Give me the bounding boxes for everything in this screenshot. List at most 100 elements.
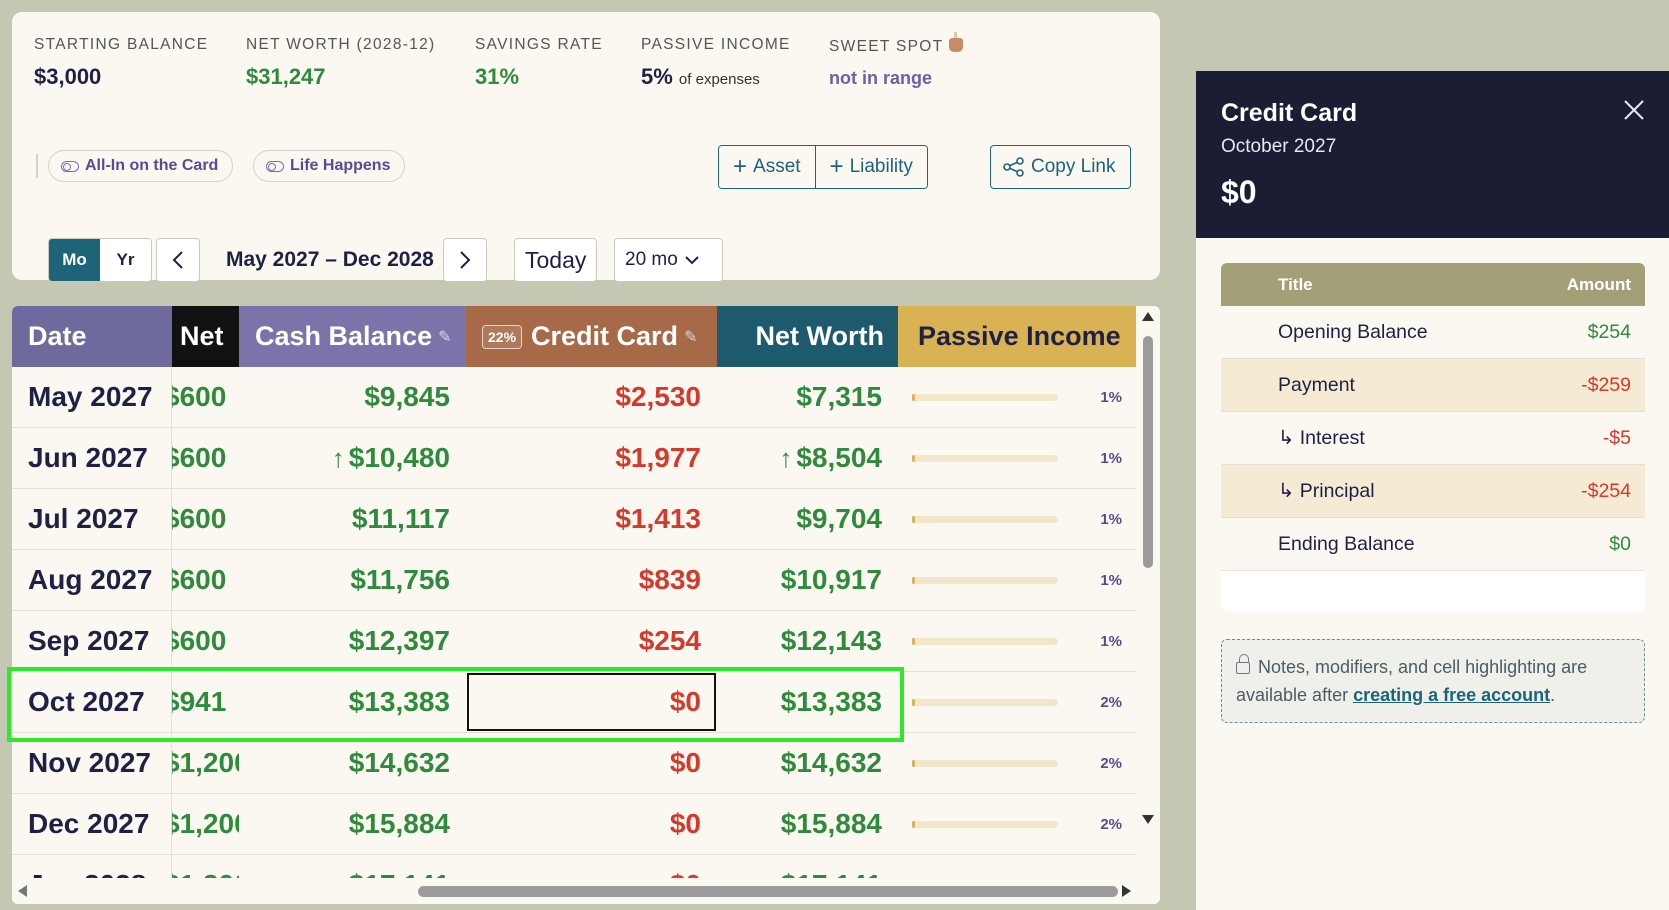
monthly-button[interactable]: Mo [49, 239, 100, 281]
table-row[interactable]: Jul 2027$600 $11,117 $1,413 $9,704 1% [12, 489, 1136, 550]
scroll-right-arrow-icon[interactable] [1122, 885, 1131, 897]
cell-cash-balance[interactable]: $9,845 [239, 367, 466, 427]
cell-net-worth[interactable]: $15,884 [717, 794, 898, 854]
cell-date[interactable]: Jul 2027 [12, 489, 172, 549]
cell-net-value: $600 [172, 625, 227, 656]
passive-income-pct: 2% [1100, 693, 1122, 711]
months-select[interactable]: 20 mo [614, 238, 723, 282]
cell-cash-balance[interactable]: $12,397 [239, 611, 466, 671]
cell-net-worth[interactable]: $13,383 [717, 672, 898, 732]
pencil-icon[interactable]: ✎ [438, 328, 452, 346]
scenario-toggle-all-in[interactable]: All-In on the Card [48, 150, 234, 182]
cell-net[interactable]: $600 [172, 550, 239, 610]
cell-date[interactable]: Dec 2027 [12, 794, 172, 854]
cell-passive-income[interactable]: 2% [898, 672, 1136, 732]
add-liability-button[interactable]: + Liability [814, 146, 927, 188]
breakdown-title: ↳ Principal [1278, 480, 1375, 502]
col-header-credit-card[interactable]: 22% Credit Card ✎ [466, 306, 717, 367]
col-header-date[interactable]: Date [12, 306, 172, 367]
cell-passive-income[interactable]: 1% [898, 550, 1136, 610]
toggle-icon [61, 160, 79, 172]
cell-passive-income[interactable]: 1% [898, 611, 1136, 671]
cell-credit-card[interactable]: $839 [638, 564, 701, 595]
cell-date[interactable]: Jun 2027 [12, 428, 172, 488]
col-header-amount: Amount [1566, 274, 1631, 294]
table-row[interactable]: Nov 2027$1,200 $14,632 $0 $14,632 2% [12, 733, 1136, 794]
col-header-net[interactable]: Net [172, 306, 239, 367]
cell-cash-balance[interactable]: $13,383 [239, 672, 466, 732]
add-asset-button[interactable]: + Asset [719, 146, 815, 188]
table-row[interactable]: Sep 2027$600 $12,397 $254 $12,143 1% [12, 611, 1136, 672]
stat-label: STARTING BALANCE [34, 36, 209, 53]
date-range-label: May 2027 – Dec 2028 [226, 248, 434, 271]
col-header-net-worth[interactable]: Net Worth [717, 306, 898, 367]
table-row[interactable]: Dec 2027$1,200 $15,884 $0 $15,884 2% [12, 794, 1136, 855]
cell-net-worth[interactable]: $10,917 [717, 550, 898, 610]
cell-net-worth[interactable]: $12,143 [717, 611, 898, 671]
cell-net-worth[interactable]: $14,632 [717, 733, 898, 793]
yearly-button[interactable]: Yr [100, 239, 151, 281]
cell-passive-income[interactable]: 2% [898, 733, 1136, 793]
cell-net-worth[interactable]: ↑ $8,504 [717, 428, 898, 488]
col-header-passive-income[interactable]: Passive Income [898, 306, 1136, 367]
today-button[interactable]: Today [514, 238, 598, 282]
pencil-icon[interactable]: ✎ [684, 328, 698, 346]
cell-cash-balance[interactable]: ↑ $10,480 [239, 428, 466, 488]
breakdown-title: Payment [1278, 373, 1355, 396]
cell-net[interactable]: $600 [172, 611, 239, 671]
cell-value: $11,756 [350, 564, 450, 595]
cell-passive-income[interactable]: 2% [898, 794, 1136, 854]
cell-cash-balance[interactable]: $14,632 [239, 733, 466, 793]
cell-net-value: $600 [172, 442, 227, 473]
cell-credit-card[interactable]: $0 [669, 808, 701, 839]
stat-starting-balance: STARTING BALANCE $3,000 [34, 36, 208, 90]
horizontal-scrollbar[interactable] [12, 878, 1136, 904]
previous-range-button[interactable] [156, 238, 200, 282]
cell-cash-balance[interactable]: $11,756 [239, 550, 466, 610]
cell-date[interactable]: Sep 2027 [12, 611, 172, 671]
create-account-link[interactable]: creating a free account [1353, 685, 1551, 705]
cell-credit-card[interactable]: $2,530 [615, 381, 701, 412]
cell-net[interactable]: $600 [172, 489, 239, 549]
cell-net-worth[interactable]: $9,704 [717, 489, 898, 549]
cell-date[interactable]: Oct 2027 [12, 672, 172, 732]
scrollbar-thumb[interactable] [1143, 336, 1153, 568]
cell-credit-card[interactable]: $0 [669, 747, 701, 778]
cell-credit-card[interactable]: $1,977 [615, 442, 701, 473]
cell-passive-income[interactable]: 1% [898, 367, 1136, 427]
table-row[interactable]: May 2027$600 $9,845 $2,530 $7,315 1% [12, 367, 1136, 428]
breakdown-title: Opening Balance [1278, 320, 1428, 343]
table-row[interactable]: Aug 2027$600 $11,756 $839 $10,917 1% [12, 550, 1136, 611]
table-row[interactable]: Oct 2027$941 $13,383 $0 $13,383 2% [12, 672, 1136, 733]
col-header-cash-balance[interactable]: Cash Balance ✎ [239, 306, 466, 367]
scroll-left-arrow-icon[interactable] [18, 885, 27, 897]
copy-link-button[interactable]: Copy Link [990, 145, 1131, 189]
scrollbar-thumb[interactable] [418, 886, 1118, 897]
scenario-toggle-life-happens[interactable]: Life Happens [253, 150, 406, 182]
next-range-button[interactable] [443, 238, 487, 282]
cell-date[interactable]: May 2027 [12, 367, 172, 427]
cell-net[interactable]: $941 [172, 672, 239, 732]
scroll-up-arrow-icon[interactable] [1142, 312, 1154, 321]
close-icon[interactable] [1621, 97, 1647, 123]
cell-net[interactable]: $600 [172, 428, 239, 488]
cell-net-worth[interactable]: $7,315 [717, 367, 898, 427]
cell-credit-card[interactable]: $0 [466, 672, 717, 732]
vertical-scrollbar[interactable] [1136, 306, 1160, 876]
cell-cash-balance[interactable]: $15,884 [239, 794, 466, 854]
cell-cash-balance[interactable]: $11,117 [239, 489, 466, 549]
cell-date[interactable]: Aug 2027 [12, 550, 172, 610]
cell-value: $15,884 [780, 808, 882, 839]
cell-passive-income[interactable]: 1% [898, 428, 1136, 488]
cell-date[interactable]: Nov 2027 [12, 733, 172, 793]
cell-credit-card[interactable]: $1,413 [615, 503, 701, 534]
interest-rate-badge: 22% [482, 324, 523, 349]
cell-net[interactable]: $1,200 [172, 733, 239, 793]
cell-credit-card[interactable]: $254 [638, 625, 701, 656]
cell-net[interactable]: $1,200 [172, 794, 239, 854]
cell-passive-income[interactable]: 1% [898, 489, 1136, 549]
cupcake-icon [949, 32, 964, 52]
scroll-down-arrow-icon[interactable] [1142, 815, 1154, 824]
cell-net[interactable]: $600 [172, 367, 239, 427]
